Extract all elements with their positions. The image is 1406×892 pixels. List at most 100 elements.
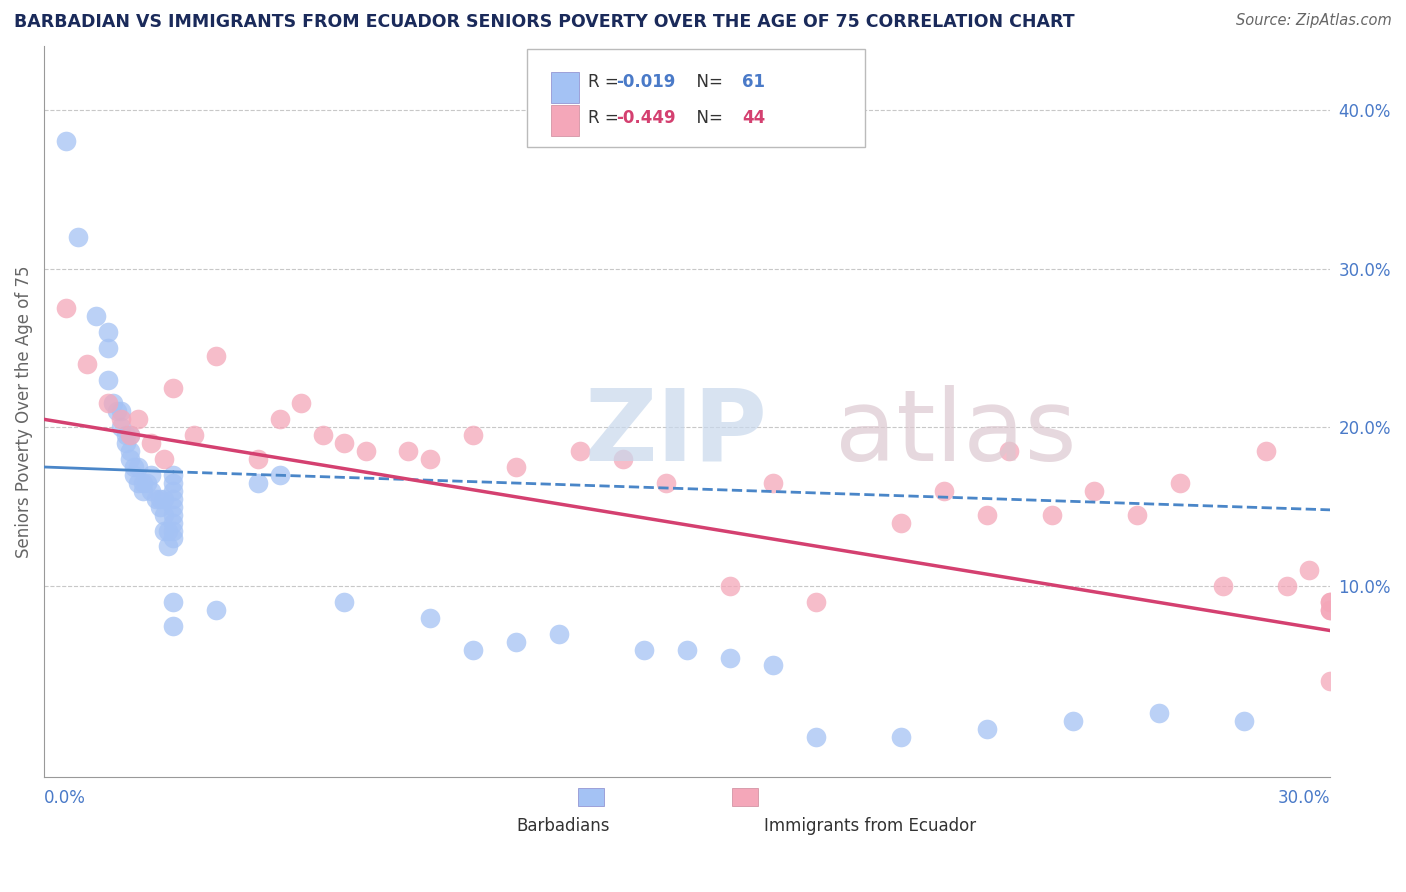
Point bbox=[1040, 508, 1063, 522]
Point bbox=[204, 349, 226, 363]
Point bbox=[547, 626, 569, 640]
Point bbox=[141, 436, 163, 450]
Point bbox=[162, 524, 184, 538]
Text: 30.0%: 30.0% bbox=[1278, 789, 1330, 807]
Point bbox=[1147, 706, 1170, 720]
Point bbox=[122, 460, 145, 475]
Point bbox=[153, 524, 176, 538]
Point bbox=[312, 428, 335, 442]
Point bbox=[101, 396, 124, 410]
Point bbox=[131, 475, 153, 490]
Point bbox=[162, 532, 184, 546]
Text: -0.019: -0.019 bbox=[616, 73, 675, 91]
Text: R =: R = bbox=[588, 109, 624, 127]
Point bbox=[114, 428, 136, 442]
Point bbox=[131, 483, 153, 498]
Point bbox=[633, 642, 655, 657]
Point bbox=[97, 373, 120, 387]
Bar bbox=[733, 788, 758, 805]
Point bbox=[762, 475, 785, 490]
Point bbox=[183, 428, 205, 442]
Point bbox=[97, 325, 120, 339]
Point bbox=[269, 467, 291, 482]
Point bbox=[333, 436, 356, 450]
Point bbox=[1126, 508, 1149, 522]
Point bbox=[67, 229, 90, 244]
Text: atlas: atlas bbox=[835, 384, 1077, 482]
Point bbox=[1277, 579, 1299, 593]
Point bbox=[118, 428, 141, 442]
Point bbox=[127, 460, 149, 475]
Point bbox=[718, 650, 741, 665]
Text: 0.0%: 0.0% bbox=[44, 789, 86, 807]
Point bbox=[153, 491, 176, 506]
Point bbox=[1233, 714, 1256, 728]
Point bbox=[162, 619, 184, 633]
Point bbox=[461, 428, 484, 442]
Point bbox=[162, 491, 184, 506]
Point bbox=[149, 491, 172, 506]
Point bbox=[114, 436, 136, 450]
Point bbox=[1319, 674, 1341, 689]
Point bbox=[157, 524, 180, 538]
Point bbox=[136, 475, 159, 490]
Point bbox=[110, 404, 132, 418]
Point bbox=[97, 396, 120, 410]
Text: N=: N= bbox=[686, 73, 728, 91]
Y-axis label: Seniors Poverty Over the Age of 75: Seniors Poverty Over the Age of 75 bbox=[15, 265, 32, 558]
Point bbox=[612, 452, 634, 467]
Point bbox=[1319, 603, 1341, 617]
Point bbox=[568, 444, 591, 458]
Point bbox=[110, 420, 132, 434]
Point bbox=[676, 642, 699, 657]
Point bbox=[1319, 603, 1341, 617]
Text: Immigrants from Ecuador: Immigrants from Ecuador bbox=[765, 817, 976, 835]
Point bbox=[1212, 579, 1234, 593]
Point bbox=[118, 444, 141, 458]
Point bbox=[762, 658, 785, 673]
Text: Barbadians: Barbadians bbox=[516, 817, 610, 835]
Point bbox=[204, 603, 226, 617]
Point bbox=[153, 452, 176, 467]
Point bbox=[1319, 595, 1341, 609]
Text: -0.449: -0.449 bbox=[616, 109, 675, 127]
Point bbox=[890, 730, 912, 744]
Point bbox=[84, 309, 107, 323]
Point bbox=[654, 475, 676, 490]
Point bbox=[247, 452, 270, 467]
Text: BARBADIAN VS IMMIGRANTS FROM ECUADOR SENIORS POVERTY OVER THE AGE OF 75 CORRELAT: BARBADIAN VS IMMIGRANTS FROM ECUADOR SEN… bbox=[14, 13, 1074, 31]
Bar bbox=[578, 788, 603, 805]
Point bbox=[162, 500, 184, 514]
Point bbox=[976, 722, 998, 736]
Point bbox=[162, 381, 184, 395]
Point bbox=[890, 516, 912, 530]
Point bbox=[804, 730, 827, 744]
Point bbox=[804, 595, 827, 609]
Point bbox=[162, 475, 184, 490]
Point bbox=[1254, 444, 1277, 458]
Text: N=: N= bbox=[686, 109, 728, 127]
Point bbox=[55, 135, 77, 149]
Point bbox=[76, 357, 98, 371]
Point bbox=[141, 467, 163, 482]
Point bbox=[157, 540, 180, 554]
Point bbox=[419, 611, 441, 625]
Point bbox=[149, 500, 172, 514]
Point bbox=[290, 396, 312, 410]
Point bbox=[97, 341, 120, 355]
Point bbox=[162, 508, 184, 522]
Text: 61: 61 bbox=[742, 73, 765, 91]
Point bbox=[162, 516, 184, 530]
Point bbox=[976, 508, 998, 522]
Point bbox=[153, 508, 176, 522]
Point bbox=[118, 428, 141, 442]
Point bbox=[1062, 714, 1084, 728]
Point bbox=[1168, 475, 1191, 490]
Point bbox=[55, 301, 77, 316]
Point bbox=[118, 452, 141, 467]
Point bbox=[162, 483, 184, 498]
Point bbox=[247, 475, 270, 490]
Point bbox=[269, 412, 291, 426]
Point bbox=[934, 483, 956, 498]
Point bbox=[419, 452, 441, 467]
